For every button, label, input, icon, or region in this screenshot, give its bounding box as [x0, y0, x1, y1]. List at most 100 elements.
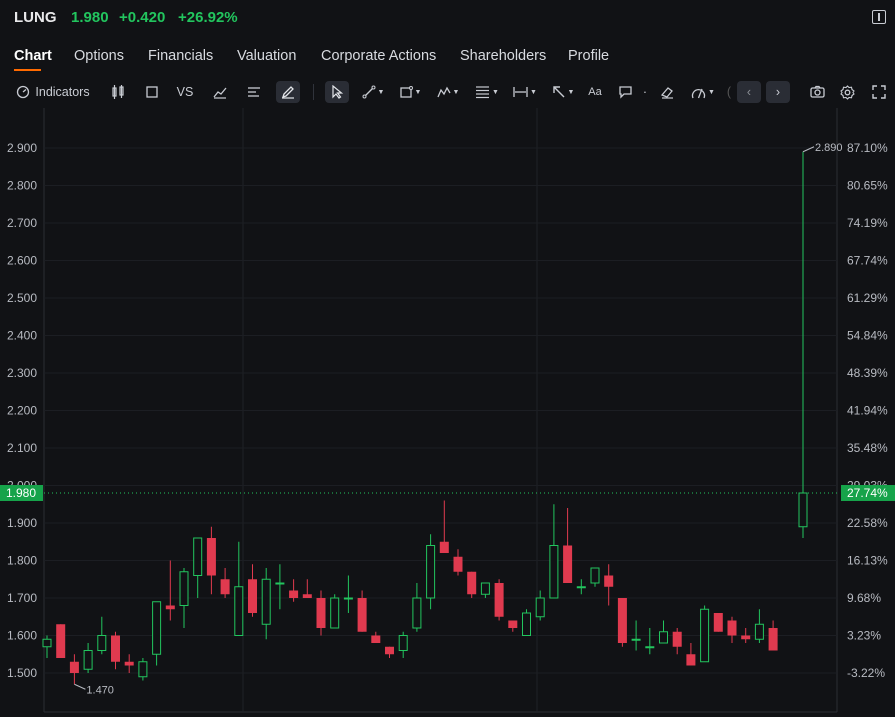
candle-body-up: [522, 612, 531, 636]
chevron-right-icon: ›: [775, 85, 781, 99]
candle-body-up: [576, 586, 586, 589]
candle-body-up: [83, 650, 93, 670]
candle-body-down: [741, 635, 751, 640]
y-right-tick-label: 87.10%: [847, 141, 888, 155]
y-right-tick-label: 67.74%: [847, 254, 888, 268]
trend-line-tool-button[interactable]: ▼: [359, 81, 387, 103]
measure-tool-button[interactable]: ▼: [510, 81, 540, 103]
quote-header: LUNG 1.980 +0.420 +26.92%: [0, 0, 895, 36]
fibonacci-icon: [476, 86, 490, 99]
tab-shareholders[interactable]: Shareholders: [460, 48, 547, 64]
candle-body-down: [563, 545, 573, 583]
y-tick-label: 1.500: [7, 666, 37, 680]
rectangle-tool-button[interactable]: [143, 81, 161, 103]
candle-body-up: [549, 545, 559, 599]
chart-grid: [43, 108, 838, 713]
candle-body-up: [645, 646, 655, 649]
y-tick-label: 2.200: [7, 404, 37, 418]
y-tick-label: 2.700: [7, 216, 37, 230]
candle-body-down: [686, 654, 696, 666]
tab-valuation[interactable]: Valuation: [237, 48, 297, 64]
scroll-left-button[interactable]: ‹: [737, 81, 761, 103]
candle-body-down: [385, 646, 394, 655]
align-left-icon: [248, 87, 260, 97]
y-right-tick-label: 41.94%: [847, 404, 888, 418]
tab-chart[interactable]: Chart: [14, 48, 52, 64]
y-right-tick-label: 61.29%: [847, 291, 888, 305]
y-tick-label: 1.900: [7, 516, 37, 530]
candle-body-up: [700, 608, 710, 663]
tab-corporate-actions[interactable]: Corporate Actions: [321, 48, 437, 64]
candle-body-up: [179, 571, 189, 606]
candle-body-up: [480, 582, 490, 595]
cursor-tool-button[interactable]: [325, 81, 349, 103]
candlestick-chart[interactable]: 2.900 2.800 2.700 2.600 2.500 2.400 2.300 2.200…: [0, 108, 895, 717]
scroll-right-button[interactable]: ›: [766, 81, 790, 103]
align-button[interactable]: [244, 81, 264, 103]
tab-options[interactable]: Options: [74, 48, 124, 64]
candle-body-up: [330, 597, 340, 629]
candle-body-up: [42, 638, 52, 648]
candle-body-down: [220, 579, 230, 595]
candle-body-up: [97, 635, 107, 651]
y-tick-label: 2.100: [7, 441, 37, 455]
candlestick-icon: [112, 85, 124, 99]
camera-icon: [809, 85, 825, 98]
pattern-icon: [436, 86, 451, 98]
magnet-icon: [691, 88, 706, 99]
indicators-button[interactable]: Indicators: [14, 81, 92, 103]
settings-button[interactable]: [837, 81, 857, 103]
y-right-tick-label: 54.84%: [847, 329, 888, 343]
toolbar-divider: [313, 84, 314, 100]
arrow-tool-button[interactable]: ▼: [549, 81, 577, 103]
high-annotation-label: 2.890: [815, 142, 843, 154]
candle-body-down: [672, 631, 682, 647]
candle-body-up: [412, 597, 422, 629]
tab-financials[interactable]: Financials: [148, 48, 214, 64]
chevron-down-icon: ▼: [567, 88, 575, 96]
candle-body-up: [275, 582, 285, 585]
candle-body-down: [289, 590, 299, 598]
candle-body-up: [193, 537, 203, 576]
chevron-down-icon: ▼: [530, 88, 537, 96]
fibonacci-tool-button[interactable]: ▼: [472, 81, 502, 103]
chevron-down-icon: ▼: [452, 88, 460, 96]
price-change-percent: +26.92%: [178, 9, 238, 26]
candle-body-down: [494, 583, 504, 617]
screenshot-button[interactable]: [807, 81, 827, 103]
comment-tool-button[interactable]: [615, 81, 635, 103]
fullscreen-button[interactable]: [869, 81, 889, 103]
compare-button[interactable]: VS: [176, 85, 194, 99]
pattern-tool-button[interactable]: ▼: [434, 81, 462, 103]
candle-body-up: [261, 578, 271, 625]
y-right-tick-label: -3.22%: [847, 666, 885, 680]
tab-profile[interactable]: Profile: [568, 48, 610, 64]
candle-body-down: [124, 661, 134, 666]
more-dot-icon[interactable]: ·: [642, 85, 648, 99]
text-tool-button[interactable]: Aa: [588, 86, 602, 98]
magnet-tool-button[interactable]: ▼: [688, 81, 718, 103]
shape-tool-button[interactable]: ▼: [396, 81, 424, 103]
eraser-tool-button[interactable]: [657, 81, 677, 103]
candle-body-down: [206, 538, 216, 576]
candle-body-down: [713, 613, 723, 632]
draw-tool-button[interactable]: [276, 81, 300, 103]
pencil-icon: [281, 86, 294, 99]
chevron-down-icon: ▼: [708, 88, 715, 96]
exit-fullscreen-icon[interactable]: [872, 10, 886, 24]
candlestick-type-button[interactable]: [108, 81, 128, 103]
candle-body-up: [152, 601, 162, 655]
candle-body-down: [617, 598, 627, 643]
chevron-left-icon: ‹: [746, 85, 752, 99]
candle-series: [42, 151, 808, 685]
low-annotation-label: 1.470: [86, 684, 114, 696]
candle-body-down: [316, 598, 326, 628]
chart-toolbar: Indicators VS ▼ ▼ ▼ ▼ ▼ ▼ Aa: [0, 78, 895, 106]
eraser-icon: [660, 87, 673, 99]
candle-body-down: [371, 635, 381, 643]
indicator-chart-button[interactable]: [210, 81, 230, 103]
y-right-tick-label: 3.23%: [847, 629, 881, 643]
last-pct-badge: [841, 485, 895, 501]
square-icon: [146, 86, 158, 98]
tab-bar: Chart Options Financials Valuation Corpo…: [0, 44, 895, 74]
